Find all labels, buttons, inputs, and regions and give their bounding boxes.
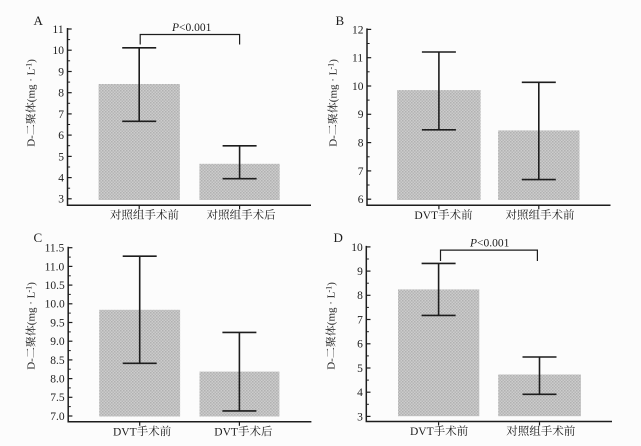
- svg-text:-1: -1: [25, 63, 34, 70]
- svg-text:(mg · L: (mg · L: [326, 291, 338, 325]
- svg-text:10.5: 10.5: [45, 280, 65, 292]
- svg-text:D-: D-: [328, 135, 340, 147]
- svg-text:11: 11: [352, 53, 363, 65]
- svg-text:6: 6: [357, 339, 363, 351]
- svg-text:12: 12: [352, 24, 364, 36]
- svg-text:4: 4: [357, 387, 363, 399]
- svg-text:4: 4: [58, 173, 64, 185]
- svg-text:8: 8: [357, 290, 363, 302]
- svg-text:A: A: [34, 13, 44, 28]
- svg-text:): ): [26, 59, 38, 63]
- svg-text:(mg · L: (mg · L: [26, 291, 38, 325]
- svg-text:-1: -1: [25, 286, 34, 293]
- svg-text:-1: -1: [325, 286, 334, 293]
- svg-text:9.5: 9.5: [50, 317, 65, 329]
- svg-text:9: 9: [357, 266, 363, 278]
- svg-text:5: 5: [357, 363, 363, 375]
- svg-text:C: C: [34, 230, 43, 245]
- svg-text:DVT: DVT: [113, 426, 137, 438]
- svg-text:D-: D-: [26, 358, 38, 370]
- svg-text:7.0: 7.0: [50, 411, 65, 423]
- svg-text:DVT: DVT: [410, 426, 434, 438]
- svg-text:7.5: 7.5: [50, 392, 65, 404]
- svg-text:P<0.001: P<0.001: [171, 22, 212, 34]
- svg-text:8: 8: [358, 138, 364, 150]
- svg-text:7: 7: [357, 314, 363, 326]
- svg-text:(mg · L: (mg · L: [328, 68, 340, 102]
- svg-text:8.5: 8.5: [50, 355, 65, 367]
- svg-text:10: 10: [351, 242, 363, 254]
- svg-text:): ): [326, 282, 338, 286]
- svg-text:D: D: [334, 230, 343, 245]
- svg-text:3: 3: [357, 411, 363, 423]
- svg-text:6: 6: [58, 130, 64, 142]
- svg-text:D-: D-: [26, 135, 38, 147]
- svg-text:(mg · L: (mg · L: [26, 68, 38, 102]
- svg-text:D-: D-: [326, 358, 338, 370]
- svg-text:): ): [26, 282, 38, 286]
- svg-text:B: B: [336, 13, 345, 28]
- svg-text:DVT: DVT: [214, 426, 238, 438]
- svg-text:10.0: 10.0: [45, 299, 65, 311]
- svg-text:11: 11: [53, 24, 64, 36]
- svg-text:10: 10: [53, 45, 65, 57]
- svg-text:10: 10: [352, 81, 364, 93]
- svg-text:7: 7: [58, 109, 64, 121]
- svg-text:5: 5: [58, 151, 64, 163]
- svg-text:7: 7: [358, 166, 364, 178]
- svg-text:9: 9: [58, 66, 64, 78]
- svg-text:11.0: 11.0: [45, 261, 65, 273]
- svg-text:P<0.001: P<0.001: [469, 238, 510, 250]
- svg-text:6: 6: [358, 194, 364, 206]
- svg-text:9.0: 9.0: [50, 336, 65, 348]
- svg-text:8.0: 8.0: [50, 374, 65, 386]
- svg-text:-1: -1: [327, 63, 336, 70]
- svg-text:): ): [328, 59, 340, 63]
- svg-text:11.5: 11.5: [45, 243, 65, 255]
- svg-text:9: 9: [358, 109, 364, 121]
- svg-text:DVT: DVT: [414, 210, 438, 222]
- svg-text:8: 8: [58, 88, 64, 100]
- svg-text:3: 3: [58, 194, 64, 206]
